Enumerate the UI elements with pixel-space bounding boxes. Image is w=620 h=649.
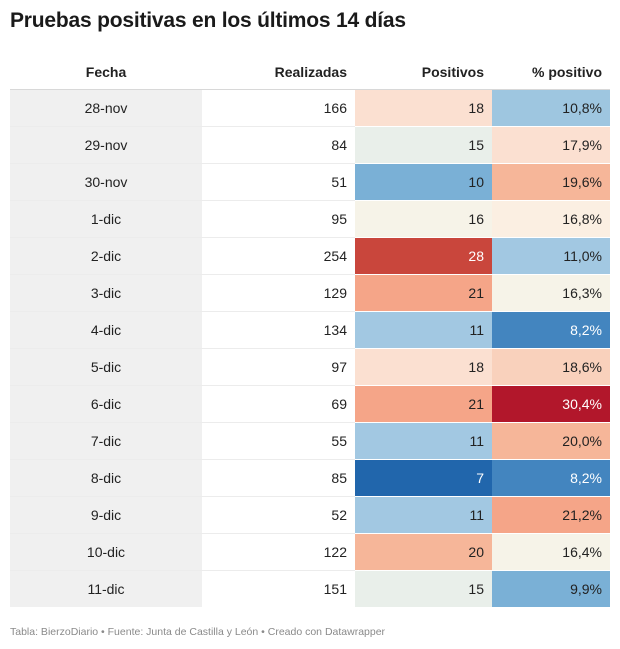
header-positivos[interactable]: Positivos: [355, 54, 492, 90]
cell-realizadas: 129: [202, 274, 355, 312]
cell-pct-positivo: 20,0%: [492, 422, 610, 460]
chart-title: Pruebas positivas en los últimos 14 días: [10, 9, 406, 32]
cell-realizadas: 97: [202, 348, 355, 386]
cell-pct-positivo: 10,8%: [492, 89, 610, 127]
header-realizadas[interactable]: Realizadas: [202, 54, 355, 90]
cell-pct-positivo: 16,3%: [492, 274, 610, 312]
cell-realizadas: 85: [202, 459, 355, 497]
cell-fecha: 30-nov: [10, 163, 202, 201]
cell-realizadas: 69: [202, 385, 355, 423]
table-row: 5-dic 97 18 18,6%: [10, 348, 610, 386]
footer-credits: Tabla: BierzoDiario • Fuente: Junta de C…: [10, 626, 386, 638]
table-row: 1-dic 95 16 16,8%: [10, 200, 610, 238]
cell-positivos: 10: [355, 163, 492, 201]
table-row: 30-nov 51 10 19,6%: [10, 163, 610, 201]
cell-pct-positivo: 8,2%: [492, 459, 610, 497]
cell-realizadas: 254: [202, 237, 355, 275]
cell-fecha: 6-dic: [10, 385, 202, 423]
cell-positivos: 18: [355, 89, 492, 127]
cell-realizadas: 166: [202, 89, 355, 127]
table-row: 11-dic 151 15 9,9%: [10, 570, 610, 607]
cell-pct-positivo: 19,6%: [492, 163, 610, 201]
cell-pct-positivo: 16,4%: [492, 533, 610, 571]
cell-realizadas: 52: [202, 496, 355, 534]
cell-pct-positivo: 11,0%: [492, 237, 610, 275]
cell-pct-positivo: 8,2%: [492, 311, 610, 349]
table-row: 8-dic 85 7 8,2%: [10, 459, 610, 497]
cell-positivos: 21: [355, 274, 492, 312]
header-fecha[interactable]: Fecha: [10, 54, 202, 90]
cell-pct-positivo: 18,6%: [492, 348, 610, 386]
cell-realizadas: 151: [323, 581, 347, 597]
cell-positivos: 11: [355, 496, 492, 534]
cell-fecha: 11-dic: [10, 570, 202, 607]
table-body: 28-nov 166 18 10,8% 29-nov 84 15 17,9% 30-nov 51 1…: [10, 89, 610, 607]
cell-fecha: 1-dic: [10, 200, 202, 238]
cell-fecha: 9-dic: [10, 496, 202, 534]
cell-fecha: 8-dic: [10, 459, 202, 497]
cell-realizadas: 84: [202, 126, 355, 164]
cell-fecha: 2-dic: [10, 237, 202, 275]
cell-fecha: 7-dic: [10, 422, 202, 460]
cell-realizadas: 134: [202, 311, 355, 349]
cell-pct-positivo: 17,9%: [492, 126, 610, 164]
table-row: 9-dic 52 11 21,2%: [10, 496, 610, 534]
cell-pct-positivo: 16,8%: [492, 200, 610, 238]
cell-positivos: 7: [355, 459, 492, 497]
cell-positivos: 11: [355, 422, 492, 460]
cell-pct-positivo: 30,4%: [492, 385, 610, 423]
cell-fecha: 5-dic: [10, 348, 202, 386]
table-row: 28-nov 166 18 10,8%: [10, 89, 610, 127]
table-row: 6-dic 69 21 30,4%: [10, 385, 610, 423]
cell-realizadas: 95: [202, 200, 355, 238]
cell-positivos: 28: [355, 237, 492, 275]
cell-realizadas: 122: [202, 533, 355, 571]
data-table: Fecha Realizadas Positivos % positivo 28…: [10, 54, 610, 607]
header-pct-positivo[interactable]: % positivo: [492, 54, 610, 90]
cell-positivos: 18: [355, 348, 492, 386]
cell-fecha: 28-nov: [10, 89, 202, 127]
cell-fecha: 10-dic: [10, 533, 202, 571]
cell-positivos: 21: [355, 385, 492, 423]
cell-pct-positivo: 21,2%: [492, 496, 610, 534]
cell-fecha: 29-nov: [10, 126, 202, 164]
cell-pct-positivo: 9,9%: [492, 570, 610, 607]
table-row: 2-dic 254 28 11,0%: [10, 237, 610, 275]
cell-positivos: 15: [355, 570, 492, 607]
table-row: 29-nov 84 15 17,9%: [10, 126, 610, 164]
cell-positivos: 11: [355, 311, 492, 349]
table-row: 4-dic 134 11 8,2%: [10, 311, 610, 349]
table-row: 3-dic 129 21 16,3%: [10, 274, 610, 312]
cell-realizadas: 51: [202, 163, 355, 201]
table-row: 10-dic 122 20 16,4%: [10, 533, 610, 571]
cell-fecha: 4-dic: [10, 311, 202, 349]
cell-realizadas: 55: [202, 422, 355, 460]
cell-fecha: 3-dic: [10, 274, 202, 312]
header-row: Fecha Realizadas Positivos % positivo: [10, 54, 610, 90]
cell-positivos: 20: [355, 533, 492, 571]
table-row: 7-dic 55 11 20,0%: [10, 422, 610, 460]
cell-positivos: 16: [355, 200, 492, 238]
cell-positivos: 15: [355, 126, 492, 164]
